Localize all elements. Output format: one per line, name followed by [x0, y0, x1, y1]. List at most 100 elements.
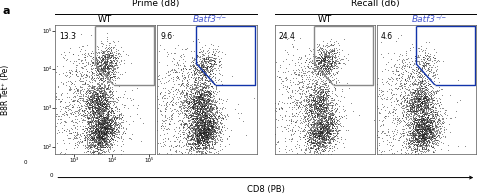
Point — [420, 125, 428, 128]
Point — [168, 104, 176, 107]
Point — [200, 60, 208, 63]
Point — [423, 66, 431, 69]
Point — [106, 121, 114, 124]
Point — [189, 117, 196, 120]
Point — [289, 125, 297, 128]
Point — [288, 46, 296, 49]
Point — [421, 106, 429, 109]
Point — [320, 66, 328, 69]
Point — [203, 92, 210, 96]
Point — [53, 113, 61, 116]
Point — [417, 110, 425, 113]
Point — [332, 63, 339, 66]
Point — [315, 48, 323, 51]
Point — [189, 107, 197, 110]
Point — [132, 87, 140, 90]
Point — [201, 150, 209, 153]
Point — [322, 143, 329, 146]
Point — [108, 134, 116, 137]
Point — [192, 99, 200, 102]
Point — [408, 121, 415, 124]
Point — [399, 127, 407, 130]
Point — [88, 141, 96, 144]
Point — [417, 92, 424, 95]
Point — [405, 103, 413, 106]
Point — [273, 102, 281, 105]
Point — [321, 96, 329, 99]
Point — [84, 123, 92, 126]
Point — [296, 73, 304, 76]
Point — [159, 141, 167, 144]
Point — [311, 130, 319, 133]
Point — [186, 106, 193, 109]
Point — [188, 113, 195, 116]
Point — [425, 72, 432, 75]
Point — [201, 112, 208, 115]
Point — [326, 121, 334, 124]
Point — [312, 64, 320, 67]
Point — [421, 96, 429, 99]
Point — [319, 139, 326, 142]
Point — [194, 90, 202, 93]
Point — [115, 136, 122, 139]
Point — [108, 126, 116, 129]
Point — [413, 99, 421, 102]
Point — [96, 106, 104, 109]
Point — [102, 132, 110, 135]
Point — [325, 67, 333, 70]
Point — [417, 120, 425, 123]
Point — [199, 120, 207, 123]
Point — [430, 131, 438, 134]
Point — [308, 138, 315, 141]
Point — [408, 69, 415, 73]
Point — [103, 57, 111, 60]
Point — [328, 129, 336, 132]
Point — [160, 121, 168, 124]
Point — [317, 135, 325, 138]
Point — [160, 120, 168, 123]
Point — [428, 86, 435, 89]
Point — [409, 108, 417, 111]
Point — [100, 118, 108, 121]
Point — [314, 48, 322, 51]
Point — [198, 139, 206, 142]
Point — [96, 137, 103, 140]
Point — [302, 139, 310, 142]
Point — [316, 112, 324, 115]
Point — [186, 92, 193, 96]
Point — [322, 91, 330, 95]
Point — [172, 75, 180, 79]
Point — [325, 61, 333, 64]
Point — [97, 129, 105, 132]
Point — [197, 142, 205, 145]
Point — [205, 58, 213, 62]
Point — [113, 144, 120, 147]
Point — [414, 60, 421, 63]
Point — [426, 120, 433, 124]
Point — [188, 73, 196, 76]
Point — [420, 106, 428, 109]
Point — [323, 65, 331, 68]
Point — [105, 50, 112, 53]
Point — [326, 123, 334, 126]
Point — [187, 100, 195, 103]
Point — [68, 127, 75, 130]
Point — [189, 126, 196, 129]
Point — [204, 133, 212, 136]
Point — [414, 135, 422, 138]
Point — [91, 103, 98, 106]
Point — [195, 114, 203, 118]
Point — [202, 114, 209, 117]
Point — [293, 82, 301, 85]
Point — [216, 112, 224, 115]
Point — [86, 133, 94, 136]
Point — [428, 115, 436, 118]
Point — [427, 66, 434, 69]
Point — [174, 76, 181, 79]
Point — [103, 112, 110, 115]
Point — [204, 130, 212, 133]
Point — [186, 93, 194, 96]
Point — [93, 140, 101, 143]
Point — [323, 103, 331, 106]
Point — [430, 121, 438, 124]
